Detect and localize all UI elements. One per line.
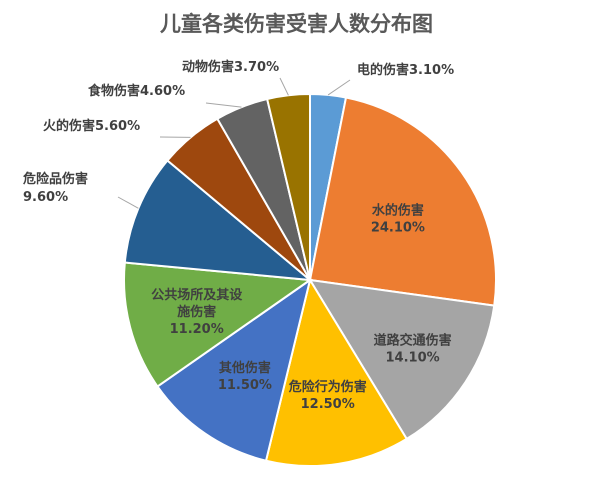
slice-label: 危险行为伤害 12.50% (289, 379, 367, 412)
slice-labels: 电的伤害3.10% 水的伤害 24.10% 道路交通伤害 14.10%危险行为伤害 12.… (23, 59, 454, 412)
leader-line (279, 77, 289, 96)
pie-slice (308, 96, 497, 307)
slice-label: 食物伤害4.60% (88, 83, 185, 99)
pie-slice (156, 277, 312, 462)
slice-label: 危险品伤害 9.60% (23, 171, 88, 205)
slice-label: 动物伤害3.70% (182, 59, 279, 75)
leader-line (205, 102, 242, 108)
pie-slice (308, 278, 496, 441)
pie-slice (264, 277, 409, 467)
leader-line (327, 79, 351, 96)
leader-line (117, 196, 139, 209)
slice-label: 水的伤害 24.10% (371, 202, 425, 235)
pie-slice (123, 261, 313, 388)
pie-slices (123, 92, 497, 467)
slice-label: 火的伤害5.60% (43, 118, 140, 134)
slice-label: 电的伤害3.10% (357, 62, 454, 78)
slice-label: 其他伤害 11.50% (218, 360, 272, 393)
slice-label: 公共场所及其设施伤害 11.20% (151, 287, 243, 337)
slice-label: 道路交通伤害 14.10% (374, 332, 452, 365)
leader-lines (117, 77, 351, 209)
chart-title: 儿童各类伤害受害人数分布图 (160, 12, 433, 36)
